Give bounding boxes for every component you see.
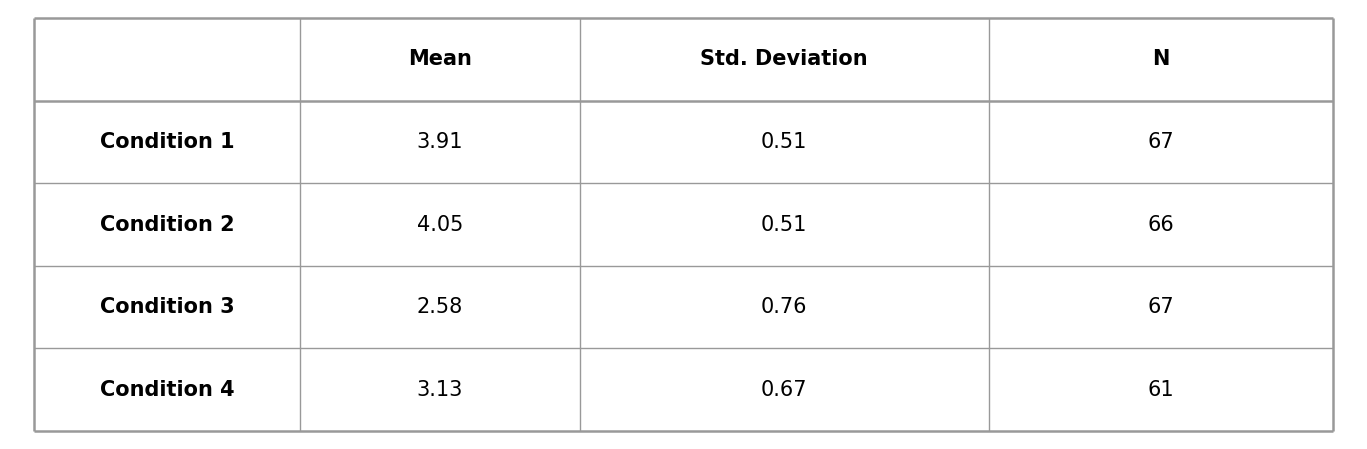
Text: Condition 2: Condition 2: [100, 215, 235, 234]
Text: 67: 67: [1147, 297, 1174, 317]
Text: 4.05: 4.05: [417, 215, 463, 234]
Text: Condition 1: Condition 1: [100, 132, 235, 152]
Text: Std. Deviation: Std. Deviation: [700, 49, 868, 69]
Text: 0.51: 0.51: [761, 215, 808, 234]
Text: N: N: [1152, 49, 1169, 69]
Text: 0.51: 0.51: [761, 132, 808, 152]
Text: 66: 66: [1147, 215, 1174, 234]
Text: Condition 4: Condition 4: [100, 380, 235, 400]
Text: 67: 67: [1147, 132, 1174, 152]
Text: 0.76: 0.76: [761, 297, 808, 317]
Text: Mean: Mean: [409, 49, 472, 69]
Text: Condition 3: Condition 3: [100, 297, 235, 317]
Text: 61: 61: [1147, 380, 1174, 400]
Text: 2.58: 2.58: [417, 297, 463, 317]
Text: 3.91: 3.91: [417, 132, 463, 152]
Text: 3.13: 3.13: [417, 380, 463, 400]
Text: 0.67: 0.67: [761, 380, 808, 400]
